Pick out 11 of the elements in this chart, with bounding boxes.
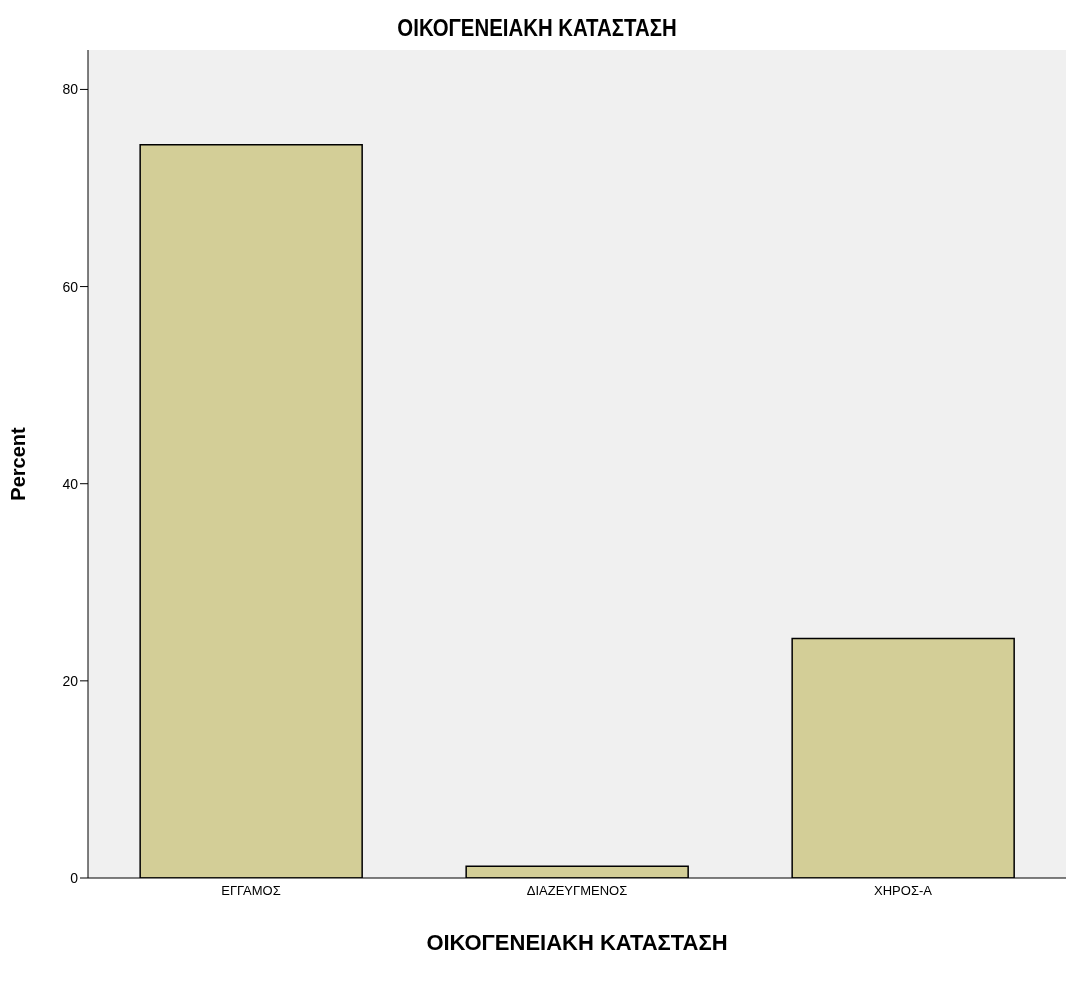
x-axis-title: ΟΙΚΟΓΕΝΕΙΑΚΗ ΚΑΤΑΣΤΑΣΗ <box>426 930 728 955</box>
y-tick-label: 0 <box>70 869 79 886</box>
x-tick-label: ΔΙΑΖΕΥΓΜΕΝΟΣ <box>526 883 628 899</box>
chart-title: ΟΙΚΟΓΕΝΕΙΑΚΗ ΚΑΤΑΣΤΑΣΗ <box>396 13 678 43</box>
y-tick-label: 60 <box>62 278 79 295</box>
x-tick-label: ΧΗΡΟΣ-Α <box>874 883 933 899</box>
y-tick-label: 80 <box>62 81 79 98</box>
y-tick-label: 20 <box>62 672 79 689</box>
x-tick-label: ΕΓΓΑΜΟΣ <box>221 883 281 899</box>
y-axis-title: Percent <box>7 426 30 501</box>
y-tick-label: 40 <box>62 475 79 492</box>
